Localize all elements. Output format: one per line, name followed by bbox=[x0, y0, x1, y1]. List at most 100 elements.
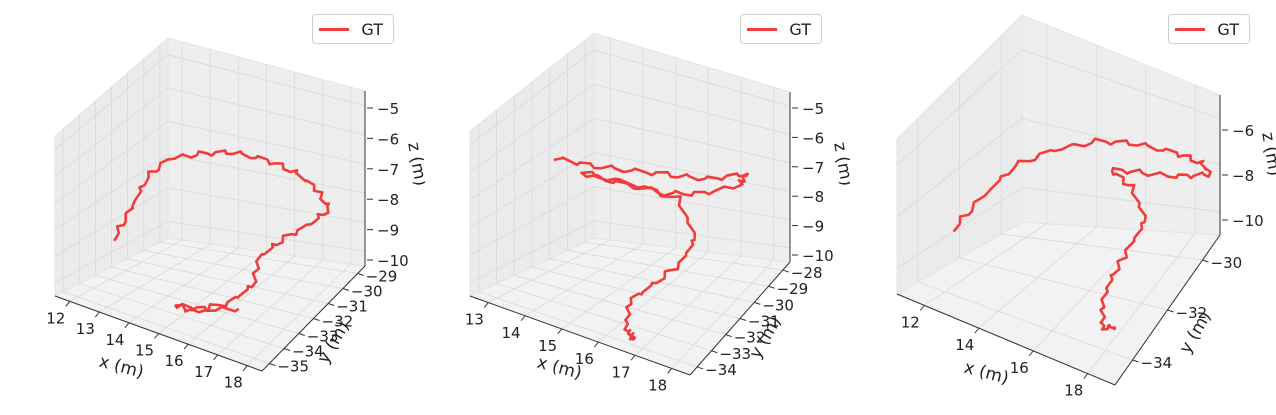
grid-line-y bbox=[78, 115, 285, 349]
x-tick-mark bbox=[483, 302, 489, 308]
grid-line-y bbox=[549, 68, 755, 303]
y-tick-label: −31 bbox=[748, 313, 780, 331]
z-tick-label: −10 bbox=[377, 252, 409, 270]
z-axis-label: z (m) bbox=[1257, 131, 1276, 178]
x-tick-label: 14 bbox=[105, 331, 124, 349]
grid-line-y bbox=[95, 101, 299, 334]
z-tick-label: −9 bbox=[802, 218, 824, 236]
x-tick-mark bbox=[593, 341, 599, 348]
y-tick-mark bbox=[342, 288, 350, 291]
z-tick-label: −8 bbox=[802, 188, 824, 206]
legend-label-2: GT bbox=[789, 19, 811, 39]
grid-line-y bbox=[159, 45, 358, 274]
legend-swatch-3 bbox=[1175, 27, 1206, 31]
z-tick-label: −8 bbox=[377, 191, 399, 209]
grid-line-z bbox=[54, 154, 366, 230]
x-tick-label: 16 bbox=[1010, 359, 1029, 377]
grid-line-x bbox=[978, 45, 1097, 329]
grid-line-z bbox=[54, 187, 366, 257]
y-tick-label: −32 bbox=[1176, 304, 1208, 322]
grid-line-z bbox=[469, 117, 791, 201]
x-tick-label: 17 bbox=[194, 363, 213, 381]
y-tick-mark bbox=[1132, 359, 1139, 363]
x-tick-label: 14 bbox=[955, 336, 974, 354]
x-tick-mark bbox=[94, 311, 100, 318]
y-tick-mark bbox=[739, 318, 747, 321]
y-tick-label: −32 bbox=[322, 313, 354, 331]
y-tick-label: −35 bbox=[277, 358, 309, 376]
grid-line-y bbox=[584, 40, 783, 271]
x-tick-mark bbox=[974, 327, 980, 334]
x-tick-label: 18 bbox=[224, 374, 243, 392]
gt-trajectory bbox=[952, 137, 1213, 331]
z-tick-label: −5 bbox=[377, 100, 399, 118]
y-tick-mark bbox=[298, 333, 305, 336]
grid-line-y bbox=[513, 96, 726, 335]
z-axis-label: z (m) bbox=[403, 141, 425, 188]
y-tick-label: −34 bbox=[705, 361, 737, 379]
z-tick-label: −10 bbox=[802, 247, 834, 265]
grid-line-z bbox=[896, 49, 1221, 166]
y-tick-mark bbox=[328, 303, 335, 306]
grid-line-z bbox=[54, 120, 366, 204]
y-tick-label: −31 bbox=[336, 298, 368, 316]
y-tick-label: −29 bbox=[777, 280, 809, 298]
y-tick-mark bbox=[357, 273, 364, 276]
x-tick-mark bbox=[183, 343, 189, 350]
grid-line-x bbox=[598, 67, 709, 343]
y-tick-mark bbox=[754, 301, 761, 305]
grid-line-y bbox=[917, 118, 1133, 361]
x-tick-mark bbox=[1083, 373, 1089, 379]
grid-line-z bbox=[54, 54, 366, 150]
x-tick-mark bbox=[65, 301, 71, 307]
z-tick-label: −6 bbox=[1232, 122, 1254, 140]
gt-trajectory bbox=[553, 156, 750, 341]
legend-3: GT bbox=[1168, 14, 1250, 44]
y-tick-label: −28 bbox=[791, 264, 823, 282]
grid-line-x bbox=[561, 57, 677, 330]
y-tick-label: −34 bbox=[292, 343, 324, 361]
grid-line-x bbox=[128, 56, 239, 324]
x-tick-label: 13 bbox=[76, 320, 95, 338]
x-tick-mark bbox=[667, 368, 673, 374]
x-tick-label: 18 bbox=[1064, 382, 1083, 400]
x-tick-mark bbox=[213, 354, 219, 361]
grid-line-x bbox=[524, 47, 644, 317]
x-tick-label: 14 bbox=[501, 324, 520, 342]
grid-line-x bbox=[187, 72, 296, 345]
z-tick-label: −9 bbox=[377, 222, 399, 240]
z-tick-label: −7 bbox=[802, 159, 824, 177]
x-tick-label: 15 bbox=[538, 337, 557, 355]
x-tick-mark bbox=[1028, 350, 1034, 357]
legend-swatch-1 bbox=[319, 27, 350, 31]
grid-line-z bbox=[469, 186, 791, 256]
y-tick-label: −34 bbox=[1141, 354, 1173, 372]
x-tick-mark bbox=[154, 333, 159, 339]
x-axis-line bbox=[896, 293, 1116, 386]
grid-line-y bbox=[566, 54, 769, 287]
grid-line-z bbox=[469, 220, 791, 283]
plot-panel-2: 13 14 15 16 17 18 −34 −33 −32 −31 −30 −29 −28 −5 −6 −7 −… bbox=[425, 0, 850, 415]
legend-2: GT bbox=[740, 14, 822, 44]
grid-line-x bbox=[69, 41, 183, 302]
y-tick-mark bbox=[782, 269, 790, 273]
legend-label-3: GT bbox=[1217, 19, 1239, 39]
plot-panel-1: 12 13 14 15 16 17 18 −35 −34 −33 −32 −31 −30 −29 −5 −6 −… bbox=[0, 0, 425, 415]
grid-line-x bbox=[488, 37, 611, 303]
y-tick-mark bbox=[696, 366, 704, 370]
z-tick-label: −6 bbox=[802, 129, 824, 147]
x-tick-label: 12 bbox=[901, 313, 920, 331]
grid-line-y bbox=[1000, 35, 1203, 261]
grid-line-x bbox=[924, 25, 1048, 306]
grid-line-x bbox=[634, 77, 742, 356]
x-tick-mark bbox=[630, 354, 636, 361]
x-tick-mark bbox=[520, 315, 526, 322]
x-tick-label: 16 bbox=[165, 352, 184, 370]
x-tick-label: 15 bbox=[135, 342, 154, 360]
x-tick-mark bbox=[124, 322, 130, 329]
legend-1: GT bbox=[312, 14, 394, 44]
grid-line-y bbox=[127, 73, 329, 304]
legend-swatch-2 bbox=[747, 27, 778, 31]
plot-panel-3: 12 14 16 18 −34 −32 −30 −6 −8 −10 x (m) y (m) z (m) … bbox=[851, 0, 1276, 415]
